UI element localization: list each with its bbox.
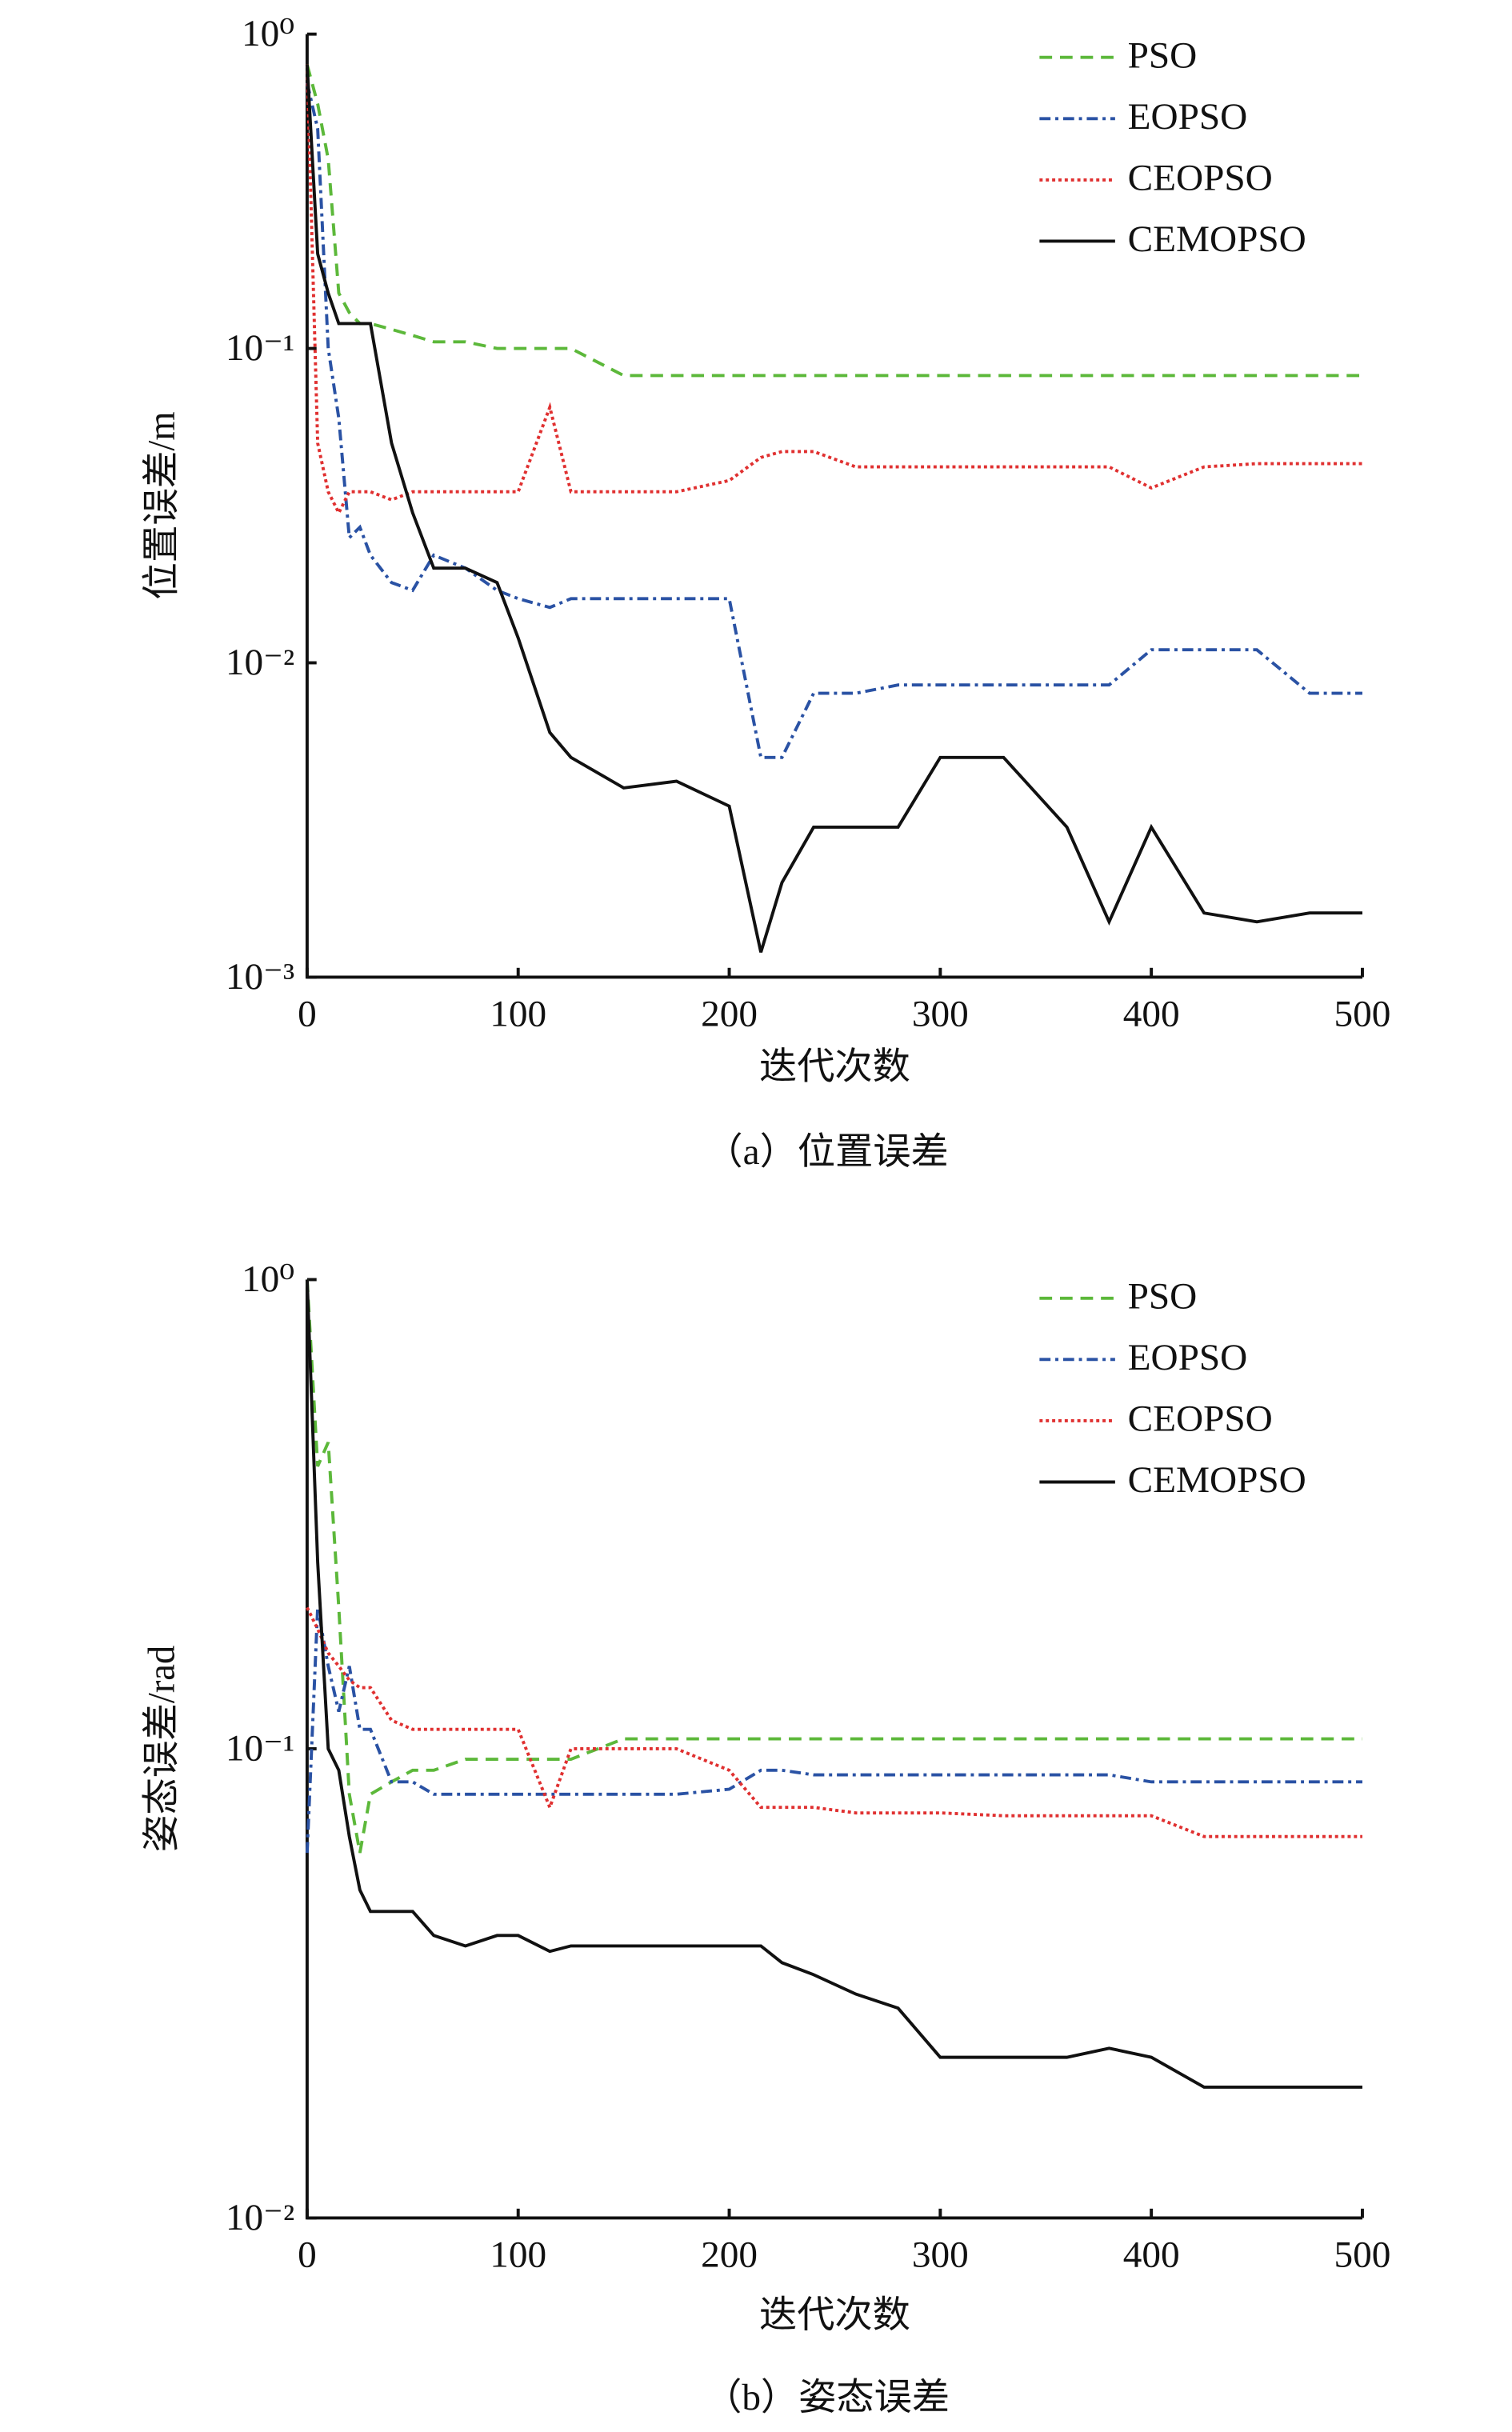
x-tick-label: 200 bbox=[701, 994, 758, 1035]
series-line bbox=[306, 1606, 1362, 1838]
y-axis-label: 位置误差/m bbox=[141, 411, 182, 599]
y-axis-label: 姿态误差/rad bbox=[141, 1646, 182, 1852]
legend-label: CEOPSO bbox=[1128, 158, 1273, 199]
x-tick-label: 400 bbox=[1123, 2234, 1180, 2276]
legend-label: CEMOPSO bbox=[1128, 1459, 1306, 1501]
series-line bbox=[305, 64, 1362, 517]
y-tick-label: 10⁻² bbox=[226, 2197, 294, 2238]
series-line bbox=[305, 82, 1362, 759]
x-tick-label: 500 bbox=[1334, 994, 1391, 1035]
y-tick-label: 10⁻³ bbox=[226, 956, 294, 998]
x-tick-label: 400 bbox=[1123, 994, 1180, 1035]
legend-label: PSO bbox=[1128, 1276, 1198, 1318]
y-tick-label: 10⁰ bbox=[242, 1258, 294, 1300]
y-tick-label: 10⁻¹ bbox=[226, 1728, 294, 1770]
x-tick-label: 0 bbox=[298, 2234, 317, 2276]
caption: （a）位置误差 bbox=[705, 1131, 948, 1173]
x-tick-label: 100 bbox=[490, 2234, 546, 2276]
series-line bbox=[305, 1279, 1362, 2089]
legend-label: EOPSO bbox=[1128, 96, 1248, 138]
x-tick-label: 0 bbox=[298, 994, 317, 1035]
legend-label: CEOPSO bbox=[1128, 1398, 1273, 1440]
x-tick-label: 300 bbox=[912, 994, 969, 1035]
y-tick-label: 10⁻¹ bbox=[226, 327, 294, 369]
x-tick-label: 100 bbox=[490, 994, 546, 1035]
x-axis-label: 迭代次数 bbox=[759, 1046, 910, 1088]
y-tick-label: 10⁻² bbox=[226, 642, 294, 683]
caption: （b）姿态误差 bbox=[704, 2377, 950, 2418]
legend-label: PSO bbox=[1128, 35, 1198, 77]
y-tick-label: 10⁰ bbox=[242, 14, 294, 55]
x-tick-label: 500 bbox=[1334, 2234, 1391, 2276]
x-tick-label: 200 bbox=[701, 2234, 758, 2276]
series-line bbox=[305, 1279, 1362, 1854]
legend-label: CEMOPSO bbox=[1128, 218, 1306, 260]
legend-label: EOPSO bbox=[1128, 1337, 1248, 1378]
x-axis-label: 迭代次数 bbox=[759, 2294, 910, 2336]
series-line bbox=[305, 64, 1362, 953]
x-tick-label: 300 bbox=[912, 2234, 969, 2276]
series-line bbox=[305, 1607, 1362, 1854]
